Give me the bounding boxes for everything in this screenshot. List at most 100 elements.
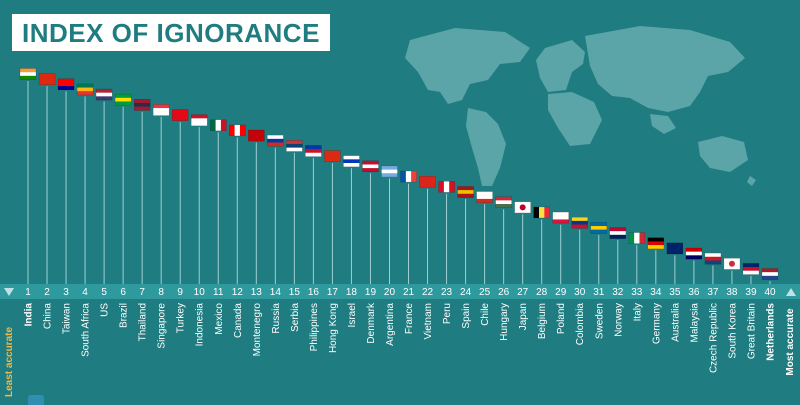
- country-label-hungary: Hungary: [499, 303, 510, 341]
- netherlands-flag-icon: [761, 268, 779, 280]
- rank-label-20: 20: [384, 287, 396, 298]
- country-label-argentina: Argentina: [385, 303, 396, 346]
- rank-label-22: 22: [422, 287, 434, 298]
- rank-label-28: 28: [536, 287, 548, 298]
- rank-label-2: 2: [44, 287, 50, 298]
- country-label-japan: Japan: [518, 303, 529, 330]
- rank-label-9: 9: [177, 287, 183, 298]
- rank-label-15: 15: [289, 287, 301, 298]
- sweden-flag-icon: [590, 222, 608, 234]
- chile-flag-icon: [476, 191, 493, 203]
- country-label-belgium: Belgium: [537, 303, 548, 339]
- country-label-czech-republic: Czech Republic: [708, 303, 719, 373]
- least-accurate-label: Least accurate: [4, 327, 15, 397]
- vietnam-flag-icon: [419, 175, 436, 188]
- russia-flag-icon: [267, 134, 284, 147]
- denmark-flag-icon: [362, 160, 379, 173]
- indonesia-flag-icon: [190, 114, 208, 126]
- rank-label-38: 38: [726, 287, 738, 298]
- country-label-montenegro: Montenegro: [252, 303, 263, 357]
- country-label-australia: Australia: [670, 303, 681, 342]
- malaysia-flag-icon: [685, 247, 703, 260]
- country-label-vietnam: Vietnam: [423, 303, 434, 340]
- rank-label-35: 35: [669, 287, 681, 298]
- rank-label-8: 8: [158, 287, 164, 298]
- rank-label-17: 17: [327, 287, 339, 298]
- country-label-indonesia: Indonesia: [195, 303, 206, 347]
- rank-label-26: 26: [498, 287, 510, 298]
- thailand-flag-icon: [133, 99, 151, 111]
- philippines-flag-icon: [305, 145, 322, 157]
- rank-label-18: 18: [346, 287, 358, 298]
- rank-label-1: 1: [25, 287, 31, 298]
- rank-label-31: 31: [593, 287, 605, 298]
- country-label-poland: Poland: [556, 303, 567, 334]
- brazil-flag-icon: [114, 93, 132, 106]
- country-label-colombia: Colombia: [575, 303, 586, 346]
- argentina-flag-icon: [381, 165, 398, 178]
- germany-flag-icon: [647, 237, 665, 249]
- japan-flag-icon: [514, 201, 531, 214]
- china-flag-icon: [38, 73, 56, 85]
- hungary-flag-icon: [495, 196, 512, 208]
- turkey-flag-icon: [171, 109, 189, 121]
- country-label-mexico: Mexico: [214, 303, 225, 335]
- country-label-south-africa: South Africa: [81, 303, 92, 357]
- rank-label-32: 32: [612, 287, 624, 298]
- country-label-germany: Germany: [651, 303, 662, 344]
- rank-band: [0, 284, 800, 299]
- country-label-south-korea: South Korea: [727, 303, 738, 359]
- country-label-philippines: Philippines: [309, 303, 320, 351]
- france-flag-icon: [400, 170, 417, 183]
- belgium-flag-icon: [533, 206, 550, 219]
- country-label-norway: Norway: [613, 303, 624, 337]
- country-label-malaysia: Malaysia: [689, 303, 700, 343]
- hong-kong-flag-icon: [324, 150, 341, 162]
- norway-flag-icon: [609, 227, 627, 239]
- country-label-china: China: [43, 303, 54, 330]
- country-label-italy: Italy: [632, 303, 643, 321]
- rank-label-10: 10: [194, 287, 206, 298]
- colombia-flag-icon: [571, 216, 588, 229]
- country-label-canada: Canada: [233, 303, 244, 338]
- canada-flag-icon: [229, 124, 246, 137]
- israel-flag-icon: [343, 155, 360, 167]
- rank-label-14: 14: [270, 287, 282, 298]
- rank-label-5: 5: [101, 287, 107, 298]
- country-label-spain: Spain: [461, 303, 472, 329]
- rank-label-34: 34: [650, 287, 662, 298]
- rank-label-33: 33: [631, 287, 643, 298]
- rank-label-6: 6: [120, 287, 126, 298]
- rank-label-21: 21: [403, 287, 415, 298]
- country-label-great-britain: Great Britain: [746, 303, 757, 359]
- country-label-chile: Chile: [480, 303, 491, 326]
- rank-label-11: 11: [213, 287, 224, 298]
- page-title: INDEX OF IGNORANCE: [12, 14, 330, 51]
- taiwan-flag-icon: [57, 78, 75, 91]
- country-label-brazil: Brazil: [119, 303, 130, 328]
- us-flag-icon: [95, 88, 113, 101]
- rank-label-19: 19: [365, 287, 377, 298]
- rank-label-13: 13: [251, 287, 263, 298]
- montenegro-flag-icon: [248, 129, 265, 142]
- singapore-flag-icon: [152, 104, 170, 116]
- rank-label-36: 36: [688, 287, 700, 298]
- country-label-israel: Israel: [347, 303, 358, 327]
- south-africa-flag-icon: [76, 83, 94, 96]
- spain-flag-icon: [457, 186, 474, 198]
- world-map-icon: [405, 26, 756, 186]
- country-label-hong-kong: Hong Kong: [328, 303, 339, 353]
- czech-republic-flag-icon: [704, 252, 722, 265]
- mexico-flag-icon: [210, 119, 227, 132]
- italy-flag-icon: [628, 232, 646, 244]
- country-label-singapore: Singapore: [157, 303, 168, 349]
- triangle-up-icon: [786, 288, 796, 296]
- country-label-thailand: Thailand: [138, 303, 149, 341]
- rank-label-16: 16: [308, 287, 320, 298]
- serbia-flag-icon: [286, 140, 303, 152]
- country-label-russia: Russia: [271, 303, 282, 334]
- great-britain-flag-icon: [742, 263, 760, 275]
- rank-label-40: 40: [764, 287, 776, 298]
- country-label-us: US: [100, 303, 111, 317]
